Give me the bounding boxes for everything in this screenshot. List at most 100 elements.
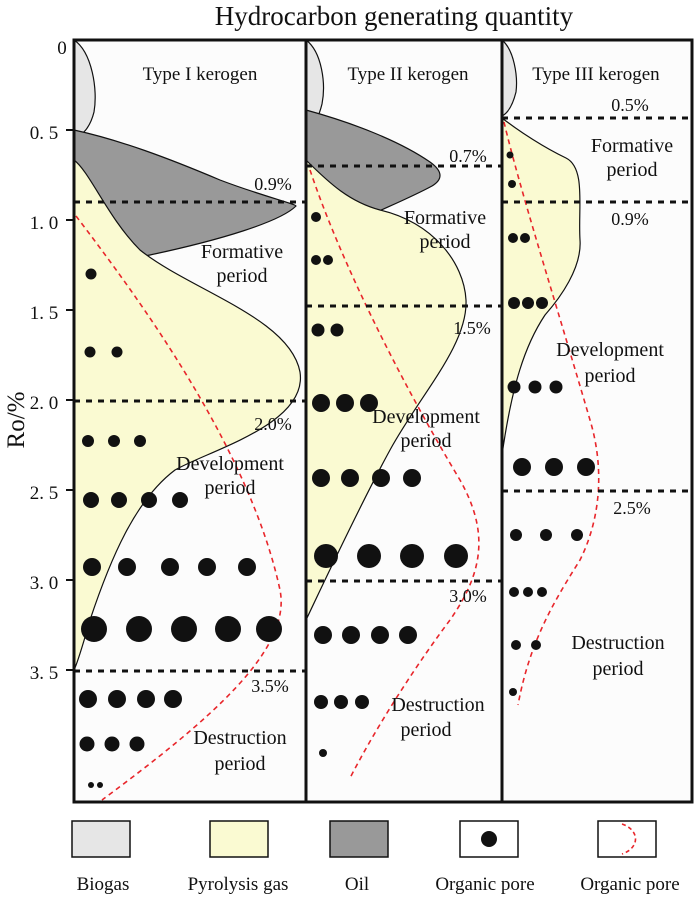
biogas-swatch [71,820,131,858]
panel-type-iii: Type III kerogen 0.5% 0.9% 2.5% Formativ… [501,38,692,802]
pyrolysis-gas-area [305,158,467,621]
y-tick-label: 1. 5 [30,303,59,324]
period-label: period [584,365,635,387]
period-label: period [204,477,255,499]
pyrolysis-gas-swatch [209,820,269,858]
y-tick-label: 2. 0 [30,393,59,414]
legend-label-biogas: Biogas [77,874,130,895]
pore-dot [577,458,595,476]
threshold-label: 2.5% [613,498,651,518]
pore-dot [164,690,182,708]
pore-dot [360,394,378,412]
pore-dot [314,695,328,709]
biogas-area [501,38,518,117]
pore-dot [79,690,97,708]
pore-dot [238,558,256,576]
pore-dot [372,469,390,487]
pore-dot [511,640,521,650]
panel-type-ii: Type II kerogen 0.7% 1.5% 3.0% Formative… [305,38,502,802]
pore-dot [508,180,516,188]
pore-dot [545,458,563,476]
pore-dot [85,268,97,280]
diagram-title: Hydrocarbon generating quantity [215,1,574,31]
pore-dot [141,492,157,508]
y-tick-label: 0 [57,38,67,59]
legend-label-pyrolysis-gas: Pyrolysis gas [188,874,289,895]
period-label: period [400,430,451,452]
pore-dots [311,212,468,757]
pore-dot [399,626,417,644]
legend-label-oil: Oil [345,874,369,895]
threshold-label: 0.9% [611,209,649,229]
outer-frame [72,38,694,804]
pore-dot [513,458,531,476]
panel-title: Type III kerogen [532,64,660,85]
pore-dot [341,469,359,487]
pore-dot [506,151,514,159]
period-label: Destruction [193,727,286,749]
pore-dot [571,529,583,541]
y-ticks [66,129,74,671]
pore-dot [336,394,354,412]
pore-dot [79,736,95,752]
threshold-label: 1.5% [453,318,491,338]
organic-pore-curve-box [597,820,657,858]
period-label: Development [176,453,284,475]
pore-dot [198,558,216,576]
y-tick-label: 0. 5 [30,123,59,144]
pore-dot [330,323,344,337]
pore-dots [79,268,282,788]
pore-dot [319,749,327,757]
panel-frames [72,38,694,804]
pore-dot [536,297,548,309]
y-tick-label: 1. 0 [30,213,59,234]
pore-dot [134,435,146,447]
pore-dot [111,492,127,508]
pore-dot [323,255,333,265]
threshold-label: 0.9% [254,174,292,194]
pore-dot [129,736,145,752]
pore-dot [126,616,152,642]
pore-dot [314,626,332,644]
pore-dots [506,151,595,696]
pore-dot [508,297,520,309]
threshold-label: 3.0% [449,586,487,606]
pore-dot [507,380,521,394]
pore-dot [104,736,120,752]
pore-dot [509,688,517,696]
period-label: period [419,231,470,253]
pore-dot [403,469,421,487]
threshold-label: 0.7% [449,146,487,166]
pore-curve [309,169,480,779]
threshold-lines [502,116,692,493]
organic-pore-dot-icon [481,831,497,847]
period-label: Formative [591,135,673,157]
pore-dot [531,640,541,650]
pore-dot [523,587,533,597]
legend-label-organic-pore-dot: Organic pore [435,874,534,895]
panel-type-i: Type I kerogen 0.9% 2.0% 3.5% Formative … [73,38,306,802]
pore-dot [137,690,155,708]
pore-dot [256,616,282,642]
period-label: Formative [201,241,283,263]
pore-curve [75,215,282,801]
pore-dot [88,782,94,788]
period-label: Development [372,406,480,428]
pore-dot [549,380,563,394]
pore-dot [540,529,552,541]
pore-dot [311,212,321,222]
pore-dot [84,346,96,358]
threshold-label: 2.0% [254,414,292,434]
y-tick-labels: 0 0. 5 1. 0 1. 5 2. 0 2. 5 3. 0 3. 5 [30,38,67,684]
pore-dot [172,492,188,508]
period-label: period [216,265,267,287]
pore-dot [108,690,126,708]
pore-dot [537,587,547,597]
pore-dot [215,616,241,642]
organic-pore-curve-icon [621,823,637,855]
legend-label-organic-pore-curve: Organic pore [580,874,679,895]
pore-dot [83,492,99,508]
y-axis-label: Ro/% [3,392,30,449]
pore-dot [342,626,360,644]
pore-dot [97,782,103,788]
